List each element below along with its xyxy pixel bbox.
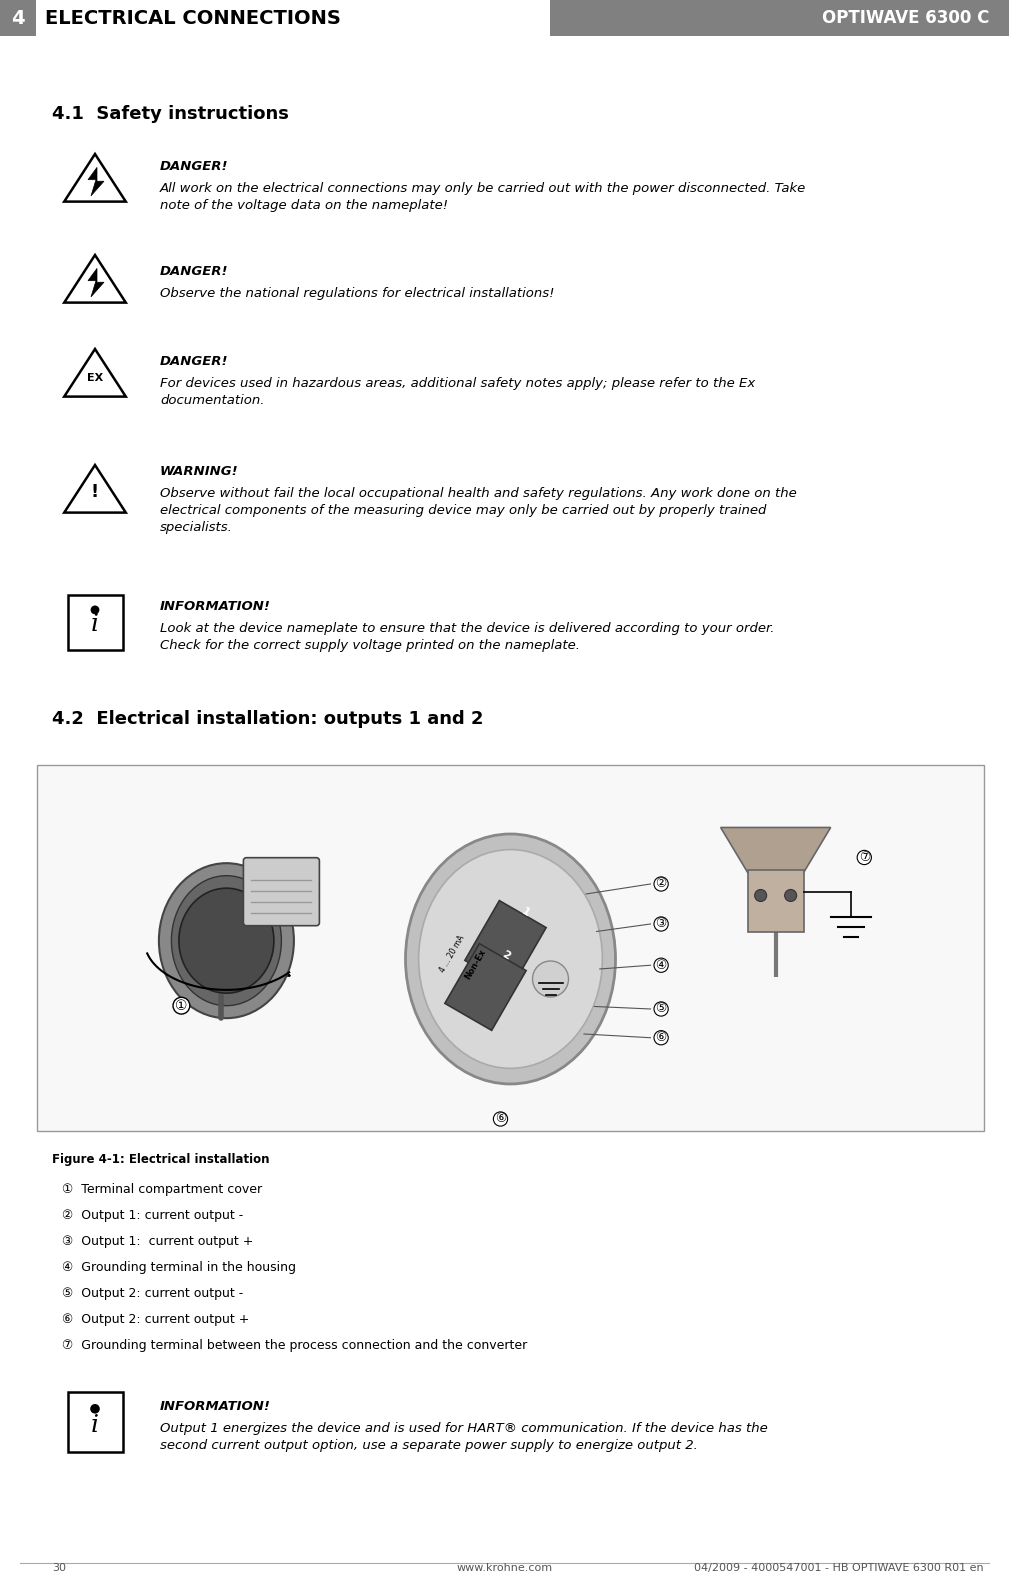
Text: www.krohne.com: www.krohne.com (456, 1562, 553, 1573)
Text: 2: 2 (499, 948, 512, 961)
FancyBboxPatch shape (68, 595, 122, 649)
Text: Non-Ex: Non-Ex (463, 947, 487, 980)
Text: DANGER!: DANGER! (160, 355, 228, 368)
Circle shape (785, 889, 797, 902)
Text: ⑥: ⑥ (656, 1031, 667, 1044)
Text: i: i (91, 1413, 99, 1437)
FancyBboxPatch shape (748, 870, 803, 932)
Text: ②: ② (656, 878, 667, 891)
Text: INFORMATION!: INFORMATION! (160, 1400, 270, 1413)
Text: For devices used in hazardous areas, additional safety notes apply; please refer: For devices used in hazardous areas, add… (160, 377, 756, 407)
Text: Observe without fail the local occupational health and safety regulations. Any w: Observe without fail the local occupatio… (160, 487, 797, 535)
Text: 4.2  Electrical installation: outputs 1 and 2: 4.2 Electrical installation: outputs 1 a… (52, 710, 483, 729)
FancyBboxPatch shape (445, 943, 526, 1031)
Text: ⑥  Output 2: current output +: ⑥ Output 2: current output + (62, 1313, 249, 1325)
Text: Figure 4-1: Electrical installation: Figure 4-1: Electrical installation (52, 1153, 269, 1166)
Text: WARNING!: WARNING! (160, 465, 238, 477)
Text: All work on the electrical connections may only be carried out with the power di: All work on the electrical connections m… (160, 181, 806, 212)
Text: DANGER!: DANGER! (160, 266, 228, 278)
Text: i: i (91, 613, 99, 636)
Text: ⑤  Output 2: current output -: ⑤ Output 2: current output - (62, 1287, 243, 1300)
Text: 4 ... 20 mA: 4 ... 20 mA (438, 934, 467, 974)
Text: 30: 30 (52, 1562, 66, 1573)
Polygon shape (720, 827, 830, 872)
Circle shape (91, 606, 100, 614)
FancyBboxPatch shape (0, 0, 550, 37)
Text: Observe the national regulations for electrical installations!: Observe the national regulations for ele… (160, 286, 555, 301)
Polygon shape (88, 269, 104, 298)
Ellipse shape (419, 850, 602, 1068)
Circle shape (755, 889, 767, 902)
Text: INFORMATION!: INFORMATION! (160, 600, 270, 613)
Text: DANGER!: DANGER! (160, 161, 228, 173)
Circle shape (533, 961, 568, 998)
Polygon shape (65, 154, 126, 202)
Ellipse shape (158, 864, 294, 1018)
Text: ④: ④ (656, 959, 667, 972)
Text: 4: 4 (11, 8, 25, 27)
FancyBboxPatch shape (465, 901, 546, 988)
FancyBboxPatch shape (68, 1392, 122, 1453)
Ellipse shape (172, 875, 282, 1006)
Polygon shape (65, 255, 126, 302)
Text: Output 1 energizes the device and is used for HART® communication. If the device: Output 1 energizes the device and is use… (160, 1422, 768, 1453)
Text: 4.1  Safety instructions: 4.1 Safety instructions (52, 105, 289, 123)
FancyBboxPatch shape (0, 0, 36, 37)
FancyBboxPatch shape (0, 0, 1009, 37)
Text: OPTIWAVE 6300 C: OPTIWAVE 6300 C (821, 10, 989, 27)
Text: ⑦  Grounding terminal between the process connection and the converter: ⑦ Grounding terminal between the process… (62, 1340, 528, 1352)
Text: ⑦: ⑦ (859, 851, 870, 864)
Text: EX: EX (87, 374, 103, 383)
Text: ⑤: ⑤ (656, 1002, 667, 1015)
Text: ②  Output 1: current output -: ② Output 1: current output - (62, 1209, 243, 1222)
FancyBboxPatch shape (243, 858, 320, 926)
Text: ④  Grounding terminal in the housing: ④ Grounding terminal in the housing (62, 1262, 296, 1274)
Polygon shape (65, 348, 126, 396)
Ellipse shape (406, 834, 615, 1083)
Text: ③  Output 1:  current output +: ③ Output 1: current output + (62, 1235, 253, 1247)
Text: 04/2009 - 4000547001 - HB OPTIWAVE 6300 R01 en: 04/2009 - 4000547001 - HB OPTIWAVE 6300 … (694, 1562, 984, 1573)
Polygon shape (88, 167, 104, 196)
Text: ELECTRICAL CONNECTIONS: ELECTRICAL CONNECTIONS (45, 8, 341, 27)
Text: ③: ③ (656, 918, 667, 931)
Circle shape (90, 1403, 100, 1413)
Text: Look at the device nameplate to ensure that the device is delivered according to: Look at the device nameplate to ensure t… (160, 622, 775, 652)
Polygon shape (65, 465, 126, 512)
Ellipse shape (179, 888, 273, 993)
Text: ①  Terminal compartment cover: ① Terminal compartment cover (62, 1184, 262, 1196)
FancyBboxPatch shape (37, 765, 984, 1131)
Text: !: ! (91, 482, 99, 501)
Text: 1: 1 (520, 905, 532, 918)
Text: ①: ① (176, 999, 188, 1013)
Text: ⑥: ⑥ (494, 1112, 507, 1125)
